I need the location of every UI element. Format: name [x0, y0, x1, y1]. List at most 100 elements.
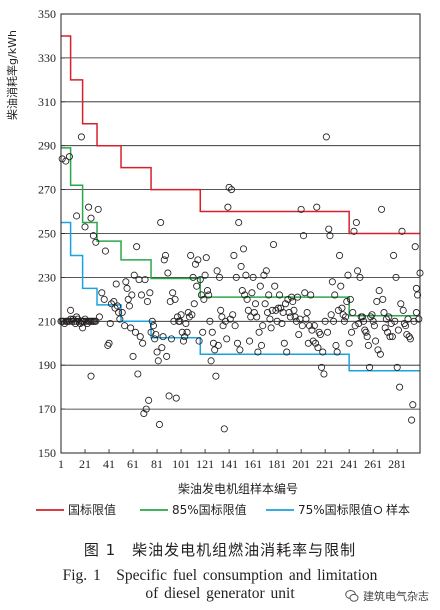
- sample-marker: [158, 344, 166, 352]
- sample-marker: [243, 295, 251, 303]
- sample-marker: [244, 306, 252, 314]
- sample-marker: [62, 157, 70, 165]
- sample-marker: [255, 328, 263, 336]
- sample-markers: [57, 133, 424, 433]
- sample-marker: [390, 251, 398, 259]
- sample-marker: [280, 339, 288, 347]
- sample-marker: [146, 289, 154, 297]
- sample-marker: [382, 315, 390, 323]
- sample-marker: [148, 317, 156, 325]
- sample-marker: [221, 317, 230, 325]
- sample-marker: [310, 322, 318, 330]
- sample-marker: [360, 317, 368, 325]
- sample-marker: [67, 306, 75, 314]
- sample-marker: [408, 416, 416, 424]
- sample-marker: [327, 311, 335, 319]
- sample-marker: [321, 317, 329, 325]
- sample-marker: [324, 328, 332, 336]
- sample-marker: [269, 240, 278, 249]
- sample-marker: [251, 300, 260, 308]
- sample-marker: [147, 328, 155, 336]
- sample-marker: [92, 238, 100, 246]
- sample-marker: [289, 298, 297, 306]
- sample-marker: [352, 218, 360, 227]
- sample-marker: [256, 282, 264, 290]
- sample-marker: [308, 326, 316, 334]
- sample-marker: [106, 319, 114, 328]
- x-tick-label: 221: [316, 457, 334, 471]
- sample-marker: [143, 298, 151, 306]
- sample-marker: [334, 306, 342, 314]
- sample-marker: [367, 313, 375, 321]
- sample-marker: [297, 205, 305, 213]
- sample-marker: [333, 348, 341, 356]
- sample-marker: [110, 298, 118, 306]
- sample-marker: [203, 287, 212, 295]
- sample-marker: [268, 306, 276, 314]
- sample-marker: [272, 306, 280, 314]
- sample-marker: [364, 341, 372, 349]
- sample-marker: [337, 282, 345, 290]
- sample-marker: [179, 337, 187, 345]
- sample-marker: [356, 273, 364, 281]
- y-tick-label: 310: [38, 95, 56, 109]
- limit-step-lines: [61, 35, 420, 372]
- sample-marker: [152, 330, 160, 338]
- sample-marker: [375, 287, 383, 295]
- sample-marker: [212, 372, 220, 380]
- y-tick-label: 190: [38, 358, 56, 372]
- sample-marker: [193, 282, 201, 290]
- sample-marker: [266, 315, 274, 323]
- y-axis-label: 柴油消耗率g/kWh: [5, 30, 19, 120]
- x-axis-label: 柴油发电机组样本编号: [178, 481, 298, 496]
- x-tick-label: 41: [103, 457, 115, 471]
- sample-marker: [172, 394, 180, 402]
- sample-marker: [217, 306, 225, 314]
- sample-marker: [274, 304, 282, 312]
- sample-marker: [391, 317, 399, 325]
- sample-marker: [295, 330, 303, 338]
- sample-marker: [277, 304, 285, 312]
- sample-marker: [249, 273, 257, 281]
- y-tick-label: 210: [38, 314, 56, 328]
- legend: 国标限值 85%国标限值 75%国标限值 样本: [36, 502, 410, 517]
- sample-marker: [322, 133, 330, 141]
- sample-marker: [319, 348, 327, 356]
- sample-marker: [325, 225, 333, 233]
- sample-marker: [343, 298, 351, 306]
- sample-marker: [314, 344, 322, 352]
- sample-marker: [338, 304, 346, 312]
- sample-marker: [205, 291, 213, 299]
- sample-marker: [285, 308, 293, 317]
- sample-marker: [336, 251, 344, 259]
- sample-marker: [134, 370, 142, 378]
- legend-item: 样本: [373, 502, 410, 517]
- x-tick-label: 261: [364, 457, 382, 471]
- sample-marker: [344, 271, 352, 279]
- sample-marker: [349, 308, 357, 317]
- y-tick-label: 270: [38, 183, 56, 197]
- sample-marker: [125, 302, 133, 310]
- x-tick-label: 101: [172, 457, 190, 471]
- legend-marker: [373, 505, 383, 515]
- sample-marker: [183, 328, 191, 336]
- sample-marker: [385, 313, 393, 321]
- sample-marker: [241, 291, 249, 299]
- sample-marker: [302, 315, 310, 323]
- sample-marker: [306, 322, 314, 330]
- sample-marker: [145, 396, 153, 404]
- sample-marker: [131, 328, 139, 336]
- sample-marker: [191, 260, 199, 268]
- sample-marker: [224, 203, 232, 211]
- sample-marker: [223, 335, 231, 343]
- sample-marker: [112, 280, 120, 288]
- sample-marker: [206, 317, 214, 325]
- sample-marker: [202, 254, 210, 262]
- sample-marker: [165, 392, 173, 400]
- sample-marker: [412, 308, 420, 317]
- sample-marker: [393, 363, 401, 371]
- sample-marker: [235, 218, 243, 227]
- sample-marker: [257, 341, 266, 349]
- sample-marker: [250, 308, 258, 317]
- sample-marker: [411, 243, 419, 251]
